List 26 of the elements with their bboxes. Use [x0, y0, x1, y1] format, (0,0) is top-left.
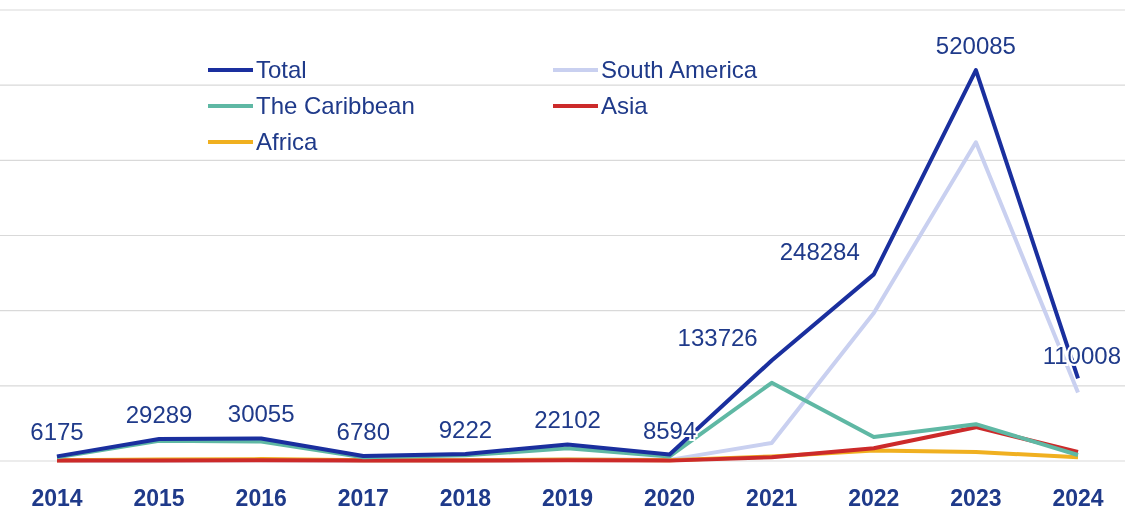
- x-tick-label: 2022: [848, 485, 900, 511]
- data-label: 30055: [227, 400, 295, 428]
- x-tick-label: 2019: [541, 485, 594, 511]
- x-tick-label: 2017: [337, 485, 389, 511]
- data-label: 6175: [30, 418, 84, 446]
- data-label: 9222: [438, 416, 493, 444]
- data-label: 133726: [677, 324, 758, 352]
- x-tick-label: 2015: [133, 485, 185, 511]
- x-tick-label: 2016: [235, 485, 287, 511]
- x-tick-label: 2018: [439, 485, 492, 511]
- data-label: 248284: [779, 238, 860, 266]
- data-label: 8594: [642, 416, 697, 444]
- data-label: 6780: [336, 417, 390, 445]
- x-tick-label: 2020: [644, 485, 696, 511]
- data-label: 22102: [534, 406, 601, 434]
- legend-label: The Caribbean: [256, 92, 415, 120]
- legend-label: Total: [256, 56, 307, 84]
- x-tick-label: 2021: [746, 485, 798, 511]
- x-tick-label: 2024: [1052, 485, 1104, 511]
- x-tick-label: 2014: [31, 485, 83, 511]
- legend-label: Africa: [256, 128, 318, 156]
- x-tick-label: 2023: [950, 485, 1002, 511]
- legend-label: Asia: [601, 92, 649, 120]
- legend-label: South America: [601, 56, 758, 84]
- data-label: 520085: [935, 32, 1016, 60]
- data-label: 29289: [125, 400, 193, 428]
